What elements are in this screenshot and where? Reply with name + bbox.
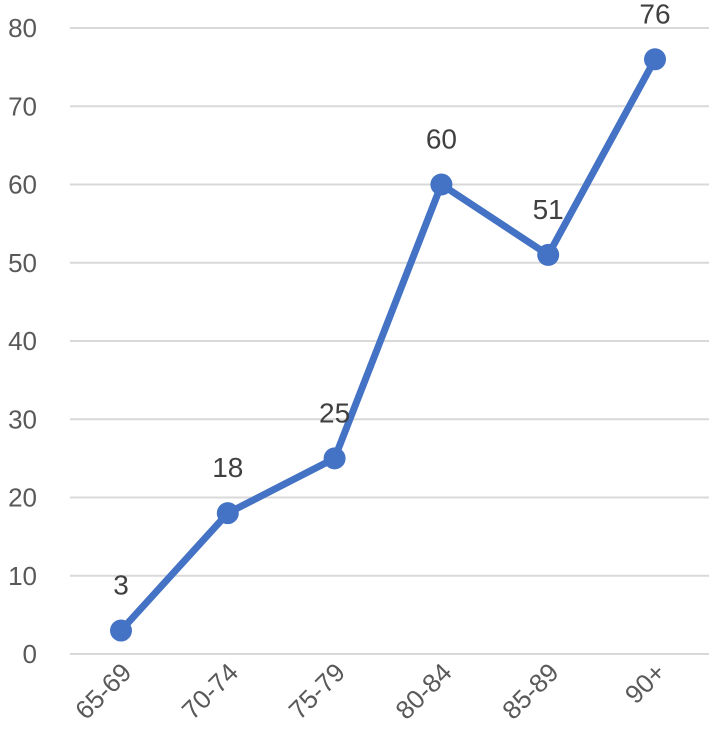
y-tick-label: 40: [8, 326, 37, 356]
y-tick-label: 30: [8, 404, 37, 434]
x-axis: 65-69 70-74 75-79 80-84 85-89 90+: [69, 657, 671, 725]
y-tick-label: 10: [8, 561, 37, 591]
data-labels: 3 18 25 60 51 76: [113, 0, 670, 601]
data-label: 3: [113, 570, 129, 601]
data-label: 25: [319, 397, 350, 428]
y-tick-label: 60: [8, 170, 37, 200]
data-label: 76: [639, 0, 670, 29]
y-tick-label: 20: [8, 483, 37, 513]
y-tick-label: 0: [23, 639, 37, 669]
data-point: [430, 173, 453, 196]
data-point: [110, 619, 132, 642]
x-tick-label: 65-69: [69, 657, 137, 725]
y-tick-label: 70: [8, 91, 37, 121]
x-tick-label: 90+: [619, 657, 671, 709]
data-label: 60: [426, 124, 457, 155]
data-label: 51: [533, 194, 564, 225]
data-label: 18: [212, 452, 243, 483]
data-point: [644, 48, 666, 71]
x-tick-label: 85-89: [496, 657, 564, 725]
data-point: [323, 447, 346, 470]
y-tick-label: 80: [8, 13, 37, 43]
y-axis: 0 10 20 30 40 50 60 70 80: [8, 13, 37, 669]
series-layer: [110, 48, 666, 642]
x-tick-label: 70-74: [176, 657, 244, 725]
x-tick-label: 75-79: [283, 657, 351, 725]
gridlines: [70, 27, 709, 655]
y-tick-label: 50: [8, 248, 37, 278]
data-point: [216, 502, 239, 525]
data-point: [537, 243, 560, 266]
series-line-0: [117, 55, 659, 634]
x-tick-label: 80-84: [389, 657, 457, 725]
